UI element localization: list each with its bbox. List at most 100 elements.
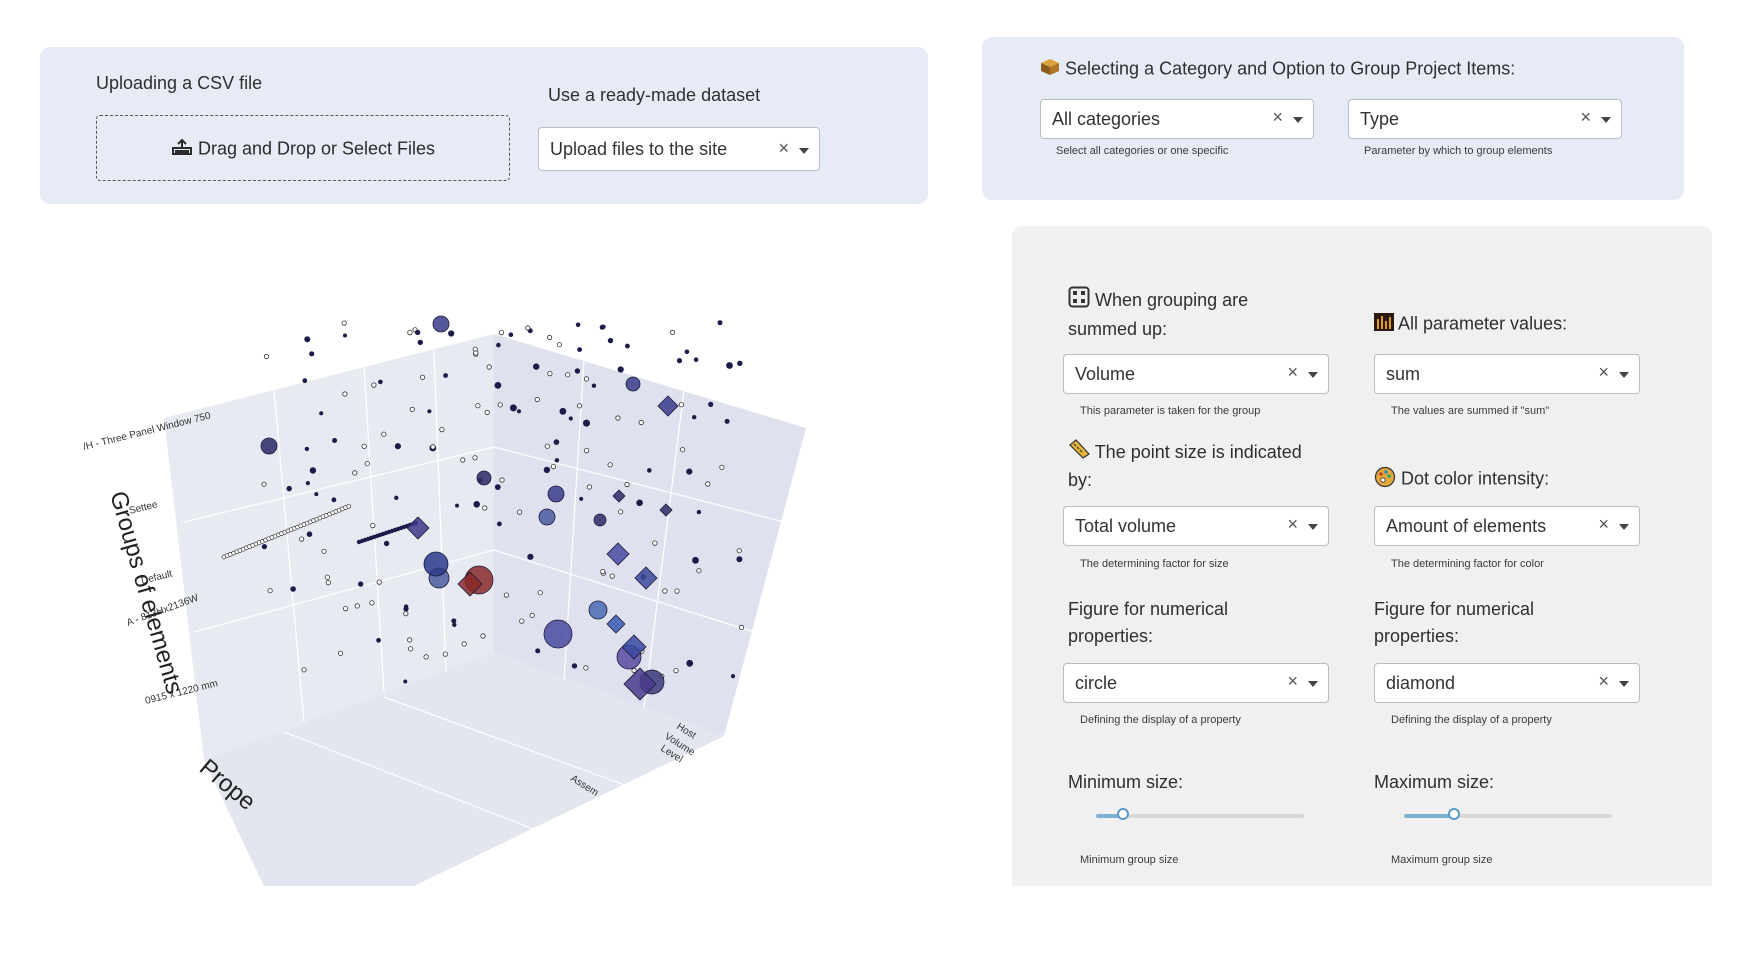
- dataset-select[interactable]: Upload files to the site ×: [538, 127, 820, 171]
- scatter-point[interactable]: [342, 605, 349, 612]
- scatter-point[interactable]: [588, 600, 608, 620]
- scatter-point[interactable]: [461, 641, 467, 647]
- scatter-point[interactable]: [553, 439, 560, 445]
- scatter-point[interactable]: [414, 329, 421, 336]
- scatter-point[interactable]: [302, 378, 308, 384]
- clear-icon[interactable]: ×: [778, 138, 789, 158]
- sum-parameter-select[interactable]: Volume ×: [1063, 354, 1329, 394]
- clear-icon[interactable]: ×: [1287, 362, 1298, 382]
- scatter-point[interactable]: [267, 588, 273, 594]
- scatter-point[interactable]: [503, 592, 509, 598]
- scatter-point[interactable]: [305, 481, 310, 486]
- scatter-point[interactable]: [497, 402, 503, 408]
- scatter-point[interactable]: [696, 568, 702, 574]
- scatter-point[interactable]: [577, 347, 582, 352]
- scatter-point[interactable]: [625, 376, 641, 392]
- scatter-point[interactable]: [583, 665, 589, 671]
- scatter-point[interactable]: [473, 501, 481, 508]
- scatter-point[interactable]: [516, 509, 523, 515]
- scatter-point[interactable]: [358, 581, 364, 587]
- scatter-point[interactable]: [527, 553, 534, 560]
- scatter-point[interactable]: [730, 674, 736, 679]
- scatter-point[interactable]: [692, 415, 697, 420]
- scatter-point[interactable]: [606, 542, 630, 566]
- chevron-down-icon[interactable]: [1308, 524, 1318, 530]
- clear-icon[interactable]: ×: [1598, 362, 1609, 382]
- scatter-point[interactable]: [407, 646, 414, 652]
- scatter-point[interactable]: [407, 330, 413, 336]
- clear-icon[interactable]: ×: [1287, 671, 1298, 691]
- scatter-point[interactable]: [457, 571, 483, 597]
- scatter-point[interactable]: [394, 443, 401, 450]
- scatter-point[interactable]: [337, 650, 344, 656]
- scatter-point[interactable]: [451, 618, 457, 624]
- scatter-point[interactable]: [455, 503, 459, 508]
- scatter-point[interactable]: [497, 521, 502, 527]
- scatter-point[interactable]: [696, 509, 702, 515]
- clear-icon[interactable]: ×: [1287, 514, 1298, 534]
- scatter-point[interactable]: [261, 481, 267, 487]
- chevron-down-icon[interactable]: [1619, 372, 1629, 378]
- scatter-point[interactable]: [423, 654, 429, 660]
- scatter-point[interactable]: [409, 406, 415, 412]
- plot-canvas[interactable]: /H - Three Panel Window 750 Settee Defau…: [84, 232, 874, 886]
- scatter-point[interactable]: [547, 485, 565, 503]
- scatter-point[interactable]: [472, 455, 478, 461]
- scatter-point[interactable]: [304, 336, 311, 343]
- scatter-point[interactable]: [568, 416, 573, 421]
- max-size-slider-handle[interactable]: [1447, 808, 1460, 820]
- scatter-point[interactable]: [533, 363, 540, 370]
- scatter-point[interactable]: [673, 667, 679, 674]
- scatter-point[interactable]: [600, 568, 606, 575]
- scatter-point[interactable]: [538, 508, 556, 526]
- scatter-point[interactable]: [659, 503, 673, 517]
- scatter-point[interactable]: [583, 376, 590, 382]
- scatter-point[interactable]: [579, 496, 584, 501]
- scatter-point[interactable]: [508, 332, 514, 337]
- scatter-point[interactable]: [383, 540, 390, 547]
- scatter-point[interactable]: [625, 343, 630, 349]
- scatter-point[interactable]: [647, 468, 652, 473]
- scatter-point[interactable]: [724, 418, 730, 424]
- scatter-point[interactable]: [621, 634, 647, 660]
- scatter-point[interactable]: [290, 586, 296, 592]
- scatter-point[interactable]: [583, 419, 590, 427]
- clear-icon[interactable]: ×: [1272, 107, 1283, 127]
- scatter-point[interactable]: [260, 437, 278, 455]
- scatter-3d-plot[interactable]: /H - Three Panel Window 750 Settee Defau…: [84, 232, 874, 886]
- scatter-point[interactable]: [480, 633, 486, 639]
- scatter-point[interactable]: [591, 383, 597, 388]
- scatter-point[interactable]: [417, 339, 423, 346]
- color-factor-select[interactable]: Amount of elements ×: [1374, 506, 1640, 546]
- scatter-point[interactable]: [686, 659, 694, 667]
- scatter-point[interactable]: [719, 464, 725, 470]
- scatter-point[interactable]: [516, 409, 522, 414]
- chevron-down-icon[interactable]: [1308, 372, 1318, 378]
- scatter-point[interactable]: [494, 484, 501, 490]
- scatter-point[interactable]: [684, 349, 690, 355]
- scatter-point[interactable]: [679, 447, 686, 453]
- scatter-point[interactable]: [406, 516, 430, 540]
- scatter-point[interactable]: [354, 603, 360, 609]
- scatter-point[interactable]: [361, 443, 367, 449]
- scatter-point[interactable]: [736, 548, 742, 554]
- scatter-point[interactable]: [662, 588, 668, 594]
- scatter-point[interactable]: [559, 407, 567, 415]
- chevron-down-icon[interactable]: [1601, 117, 1611, 123]
- scatter-point[interactable]: [669, 329, 676, 336]
- min-size-slider-handle[interactable]: [1117, 808, 1130, 820]
- category-select[interactable]: All categories ×: [1040, 99, 1314, 139]
- scatter-point[interactable]: [593, 513, 607, 527]
- scatter-point[interactable]: [556, 342, 562, 348]
- scatter-point[interactable]: [342, 391, 348, 397]
- scatter-point[interactable]: [554, 458, 560, 463]
- scatter-point[interactable]: [583, 448, 590, 454]
- scatter-point[interactable]: [736, 556, 743, 563]
- scatter-point[interactable]: [381, 431, 387, 437]
- file-dropzone[interactable]: Drag and Drop or Select Files: [96, 115, 510, 181]
- scatter-point[interactable]: [403, 606, 409, 612]
- scatter-point[interactable]: [676, 358, 683, 364]
- clear-icon[interactable]: ×: [1598, 514, 1609, 534]
- scatter-point[interactable]: [332, 438, 338, 443]
- scatter-point[interactable]: [442, 651, 448, 657]
